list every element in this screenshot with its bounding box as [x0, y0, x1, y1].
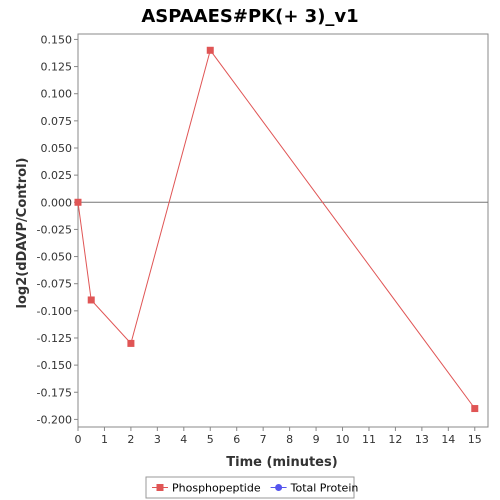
data-point [471, 405, 479, 413]
x-tick-label: 15 [468, 433, 482, 446]
y-tick-label: -0.050 [37, 251, 72, 264]
x-tick-label: 10 [336, 433, 350, 446]
plot-area [77, 33, 489, 428]
x-tick-label: 9 [313, 433, 320, 446]
y-tick-label: -0.150 [37, 359, 72, 372]
y-tick-label: 0.025 [41, 169, 73, 182]
y-tick-label: -0.025 [37, 223, 72, 236]
x-tick-label: 3 [154, 433, 161, 446]
x-tick-label: 12 [388, 433, 402, 446]
x-tick-label: 8 [286, 433, 293, 446]
y-tick-label: 0.050 [41, 142, 73, 155]
y-tick-label: 0.100 [41, 88, 73, 101]
data-point [74, 198, 82, 206]
legend-label: Total Protein [290, 482, 359, 495]
x-tick-label: 5 [207, 433, 214, 446]
x-tick-label: 11 [362, 433, 376, 446]
y-tick-label: 0.075 [41, 115, 73, 128]
legend-marker [156, 484, 164, 491]
series-layer [74, 46, 479, 413]
x-tick-label: 13 [415, 433, 429, 446]
y-tick-label: -0.200 [37, 413, 72, 426]
legend-label: Phosphopeptide [172, 482, 261, 495]
x-tick-label: 2 [127, 433, 134, 446]
x-tick-label: 1 [101, 433, 108, 446]
y-tick-label: 0.000 [41, 196, 73, 209]
legend-box [145, 476, 355, 499]
y-tick-label: 0.125 [41, 61, 73, 74]
data-point [87, 296, 95, 304]
legend-marker [275, 484, 283, 491]
y-tick-label: -0.100 [37, 305, 72, 318]
chart-title: ASPAAES#PK(+ 3)_v1 [141, 6, 358, 27]
y-axis: -0.200 -0.175 -0.150 -0.125 -0.100 -0.075 -0.0… [37, 33, 78, 426]
y-tick-label: -0.175 [37, 386, 72, 399]
x-tick-label: 6 [233, 433, 240, 446]
y-tick-label: -0.075 [37, 278, 72, 291]
x-axis-label: Time (minutes) [226, 455, 337, 470]
y-tick-label: 0.150 [41, 33, 73, 46]
x-tick-label: 4 [180, 433, 187, 446]
x-tick-label: 0 [75, 433, 82, 446]
y-tick-label: -0.125 [37, 332, 72, 345]
x-axis: 0 1 2 3 4 5 6 7 8 9 10 11 12 13 14 15 [75, 427, 482, 446]
data-point [206, 46, 214, 54]
legend: Phosphopeptide Total Protein [145, 476, 359, 499]
y-axis-label: log2(dDAVP/Control) [15, 158, 30, 309]
x-tick-label: 7 [260, 433, 267, 446]
x-tick-label: 14 [441, 433, 455, 446]
data-point [127, 339, 135, 347]
